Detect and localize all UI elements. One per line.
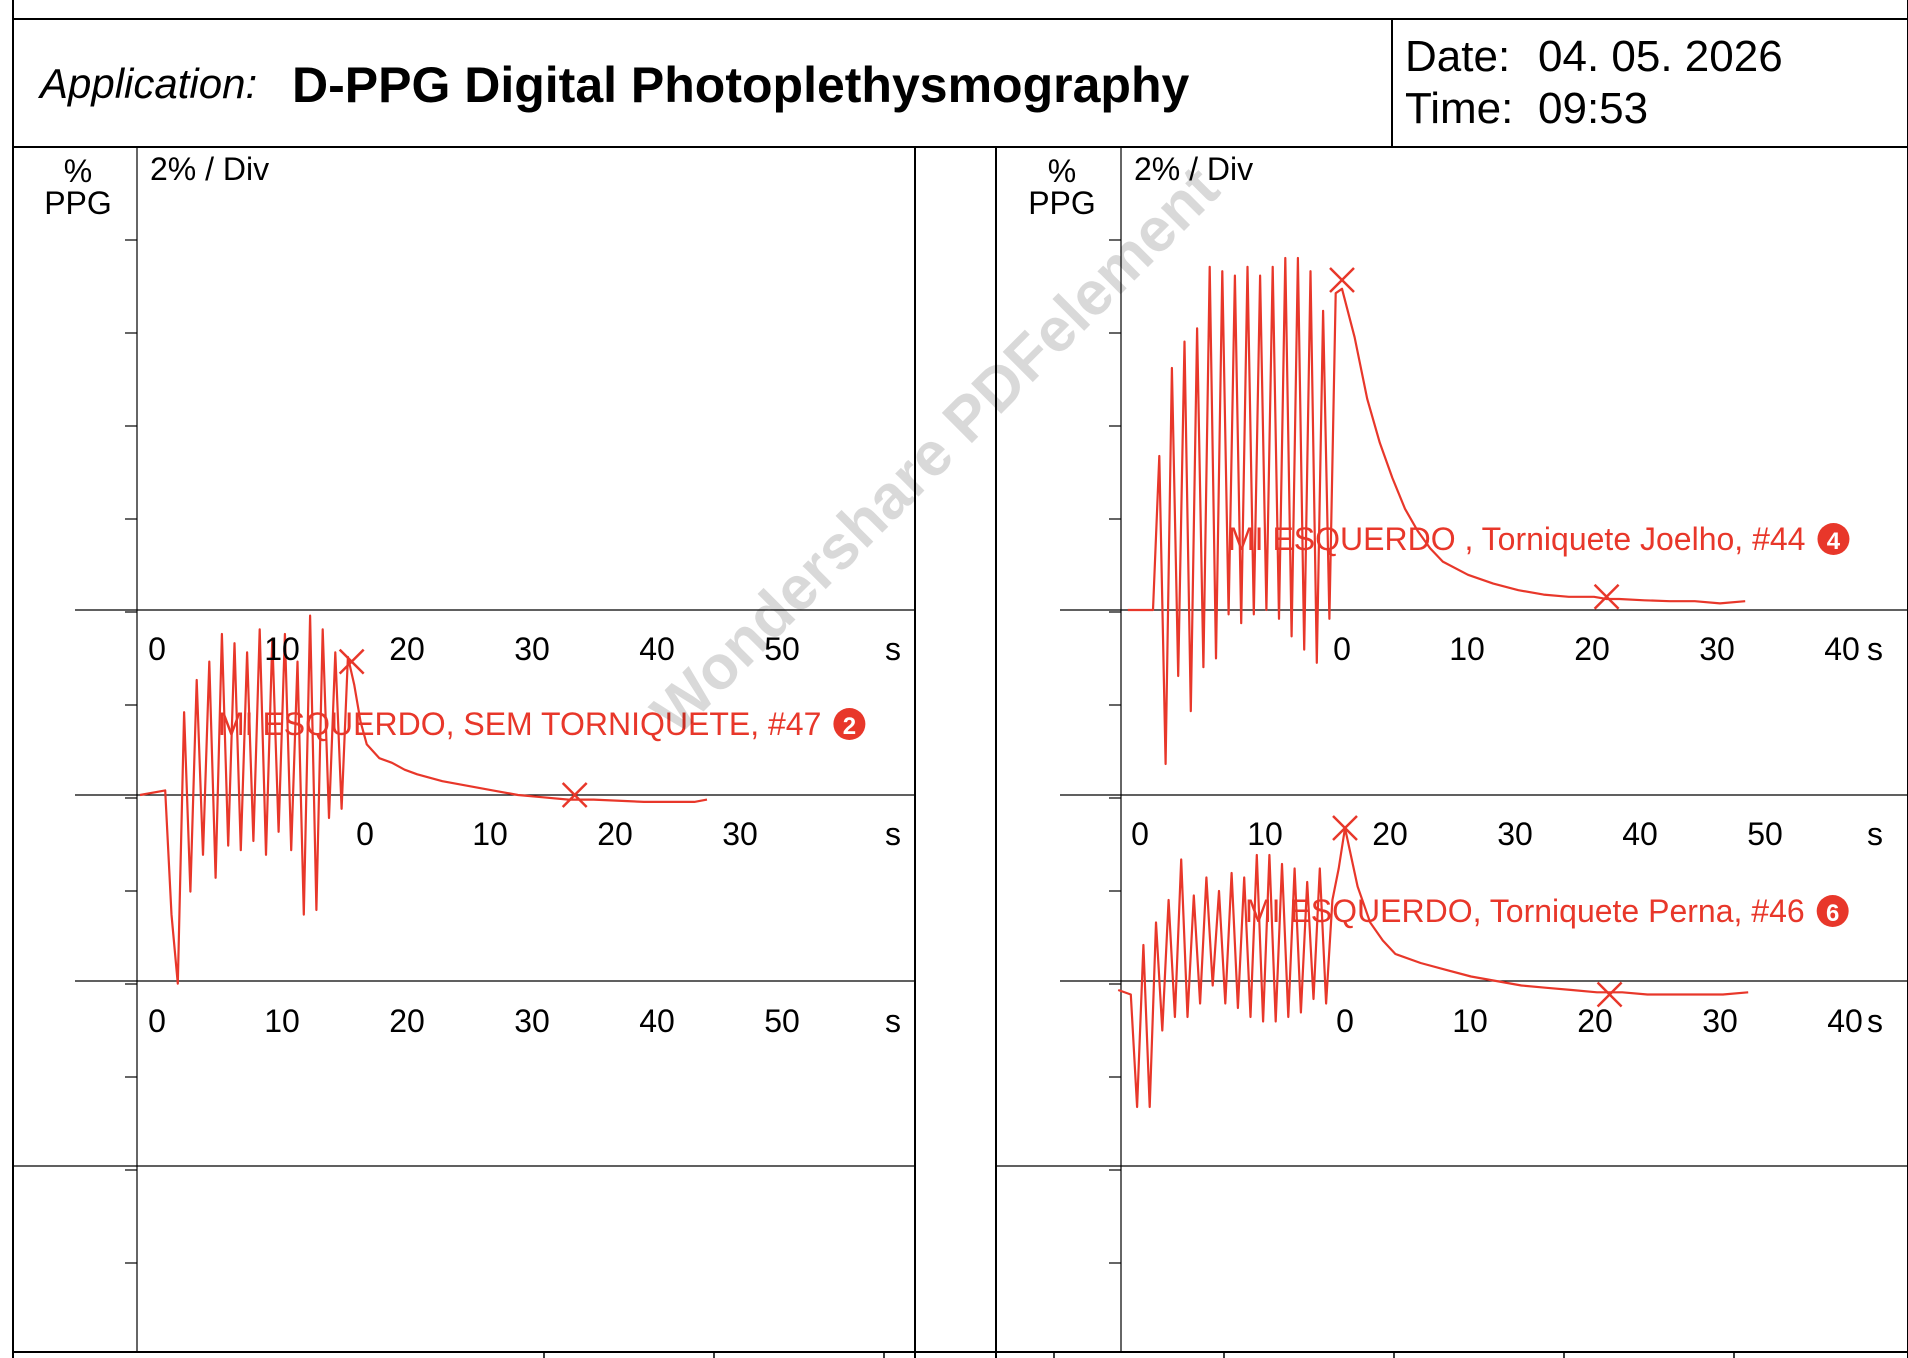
right-top-axis-tick-label: 40 [1824, 631, 1860, 667]
right-bottom-trace [1117, 826, 1749, 1109]
right-bottom-secondary-axis-tick-label: 20 [1372, 816, 1408, 852]
right-bottom-axis-tick-label: 40 [1827, 1003, 1863, 1039]
time-value: 09:53 [1538, 84, 1649, 133]
left-axis-tick-label: 30 [514, 631, 550, 667]
right-bottom-marker-1 [1332, 815, 1358, 841]
left-axis-tick-label: 30 [514, 1003, 550, 1039]
right-top-axis-tick-label: 20 [1574, 631, 1610, 667]
left-marker-1 [338, 648, 365, 675]
right-top-chart: MI ESQUERDO , Torniquete Joelho, #44 4 [1127, 256, 1850, 766]
left-trace [139, 614, 708, 985]
left-axis-tick-label: 50 [764, 631, 800, 667]
left-axis-tick-label: 20 [389, 631, 425, 667]
left-secondary-axis-tick-label: 10 [472, 816, 508, 852]
left-axis-tick-label: 0 [148, 1003, 166, 1039]
left-y-unit-ppg: PPG [44, 185, 112, 221]
date-label: Date: [1405, 32, 1511, 81]
left-chart: MI ESQUERDO, SEM TORNIQUETE, #47 2 [139, 614, 866, 985]
right-bottom-chart: MI ESQUERDO, Torniquete Perna, #46 6 [1117, 815, 1849, 1109]
right-bottom-secondary-axis-tick-label: 30 [1497, 816, 1533, 852]
right-bottom-secondary-axis-tick-label: 0 [1131, 816, 1149, 852]
application-name: D-PPG Digital Photoplethysmography [292, 57, 1190, 113]
right-y-unit-percent: % [1047, 153, 1077, 189]
right-top-marker-2 [1593, 583, 1620, 610]
right-top-trace [1127, 256, 1746, 766]
left-axis-tick-label: 40 [639, 1003, 675, 1039]
application-label: Application: [40, 60, 258, 107]
right-bottom-secondary-axis-tick-label: 40 [1622, 816, 1658, 852]
left-secondary-axis-tick-label: 20 [597, 816, 633, 852]
right-top-series-label: MI ESQUERDO , Torniquete Joelho, #44 [1228, 521, 1805, 557]
right-y-unit-ppg: PPG [1028, 185, 1096, 221]
left-y-unit-percent: % [63, 153, 93, 189]
left-badge-number: 2 [843, 713, 856, 740]
left-marker-2 [561, 782, 588, 808]
left-secondary-axis-tick-label: 30 [722, 816, 758, 852]
left-axis-tick-label: 40 [639, 631, 675, 667]
left-badge [833, 708, 866, 740]
left-series-label: MI ESQUERDO, SEM TORNIQUETE, #47 [218, 706, 821, 742]
right-bottom-secondary-axis-tick-label: 50 [1747, 816, 1783, 852]
right-bottom-axis-tick-label: 20 [1577, 1003, 1613, 1039]
left-axis-tick-label: 10 [264, 631, 300, 667]
left-axis-tick-label: 0 [148, 631, 166, 667]
right-bottom-axis-tick-label: 10 [1452, 1003, 1488, 1039]
right-top-marker-1 [1329, 267, 1355, 293]
right-bottom-axis-unit: s [1867, 1003, 1883, 1039]
right-bottom-axis-tick-label: 0 [1336, 1003, 1354, 1039]
left-axis-tick-label: 20 [389, 1003, 425, 1039]
date-value: 04. 05. 2026 [1538, 32, 1783, 81]
right-top-axis-tick-label: 0 [1333, 631, 1351, 667]
left-y-unit: % PPG [38, 155, 118, 219]
right-bottom-axis-tick-label: 30 [1702, 1003, 1738, 1039]
right-bottom-secondary-axis-unit: s [1867, 816, 1883, 852]
right-bottom-secondary-axis-tick-label: 10 [1247, 816, 1283, 852]
left-secondary-axis-tick-label: 0 [356, 816, 374, 852]
right-bottom-badge-number: 6 [1826, 900, 1839, 927]
right-bottom-series-label: MI ESQUERDO, Torniquete Perna, #46 [1245, 893, 1805, 929]
right-y-unit: % PPG [1022, 155, 1102, 219]
right-top-axis-tick-label: 10 [1449, 631, 1485, 667]
left-axis-unit: s [885, 631, 901, 667]
right-bottom-marker-2 [1596, 981, 1623, 1008]
right-bottom-badge [1816, 895, 1849, 927]
right-top-badge [1817, 523, 1850, 555]
left-axis-tick-label: 50 [764, 1003, 800, 1039]
right-top-axis-tick-label: 30 [1699, 631, 1735, 667]
left-axis-unit: s [885, 1003, 901, 1039]
left-secondary-axis-unit: s [885, 816, 901, 852]
right-top-badge-number: 4 [1827, 528, 1841, 555]
right-top-axis-unit: s [1867, 631, 1883, 667]
left-scale-label: 2% / Div [150, 151, 270, 187]
time-label: Time: [1405, 84, 1514, 133]
left-axis-tick-label: 10 [264, 1003, 300, 1039]
right-scale-label: 2% / Div [1134, 151, 1254, 187]
